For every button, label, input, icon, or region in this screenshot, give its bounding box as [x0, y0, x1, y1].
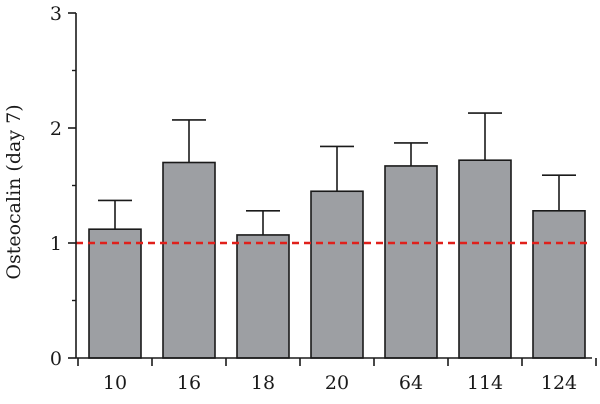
bar-114: [458, 159, 512, 359]
ticks-layer: 10 16 18 20 64 114 124 0 1 2 3: [50, 3, 597, 394]
bar-10: [88, 228, 142, 359]
bar-16: [162, 161, 216, 359]
x-tick-label-20: 20: [325, 372, 349, 394]
x-tick-label-114: 114: [467, 372, 503, 394]
y-axis-label: Osteocalin (day 7): [3, 104, 25, 279]
bar-64: [384, 165, 438, 359]
x-tick-label-10: 10: [103, 372, 127, 394]
bars-layer: [88, 159, 586, 359]
x-tick-label-18: 18: [251, 372, 275, 394]
x-tick-label-124: 124: [541, 372, 577, 394]
y-tick-label-0: 0: [50, 348, 62, 370]
y-tick-label-2: 2: [50, 118, 62, 140]
y-tick-label-3: 3: [50, 3, 62, 25]
bar-20: [310, 190, 364, 359]
bar-124: [532, 210, 586, 359]
x-tick-label-64: 64: [399, 372, 423, 394]
y-tick-label-1: 1: [50, 233, 62, 255]
x-tick-label-16: 16: [177, 372, 201, 394]
error-bars-layer: [98, 112, 576, 235]
bar-18: [236, 234, 290, 359]
